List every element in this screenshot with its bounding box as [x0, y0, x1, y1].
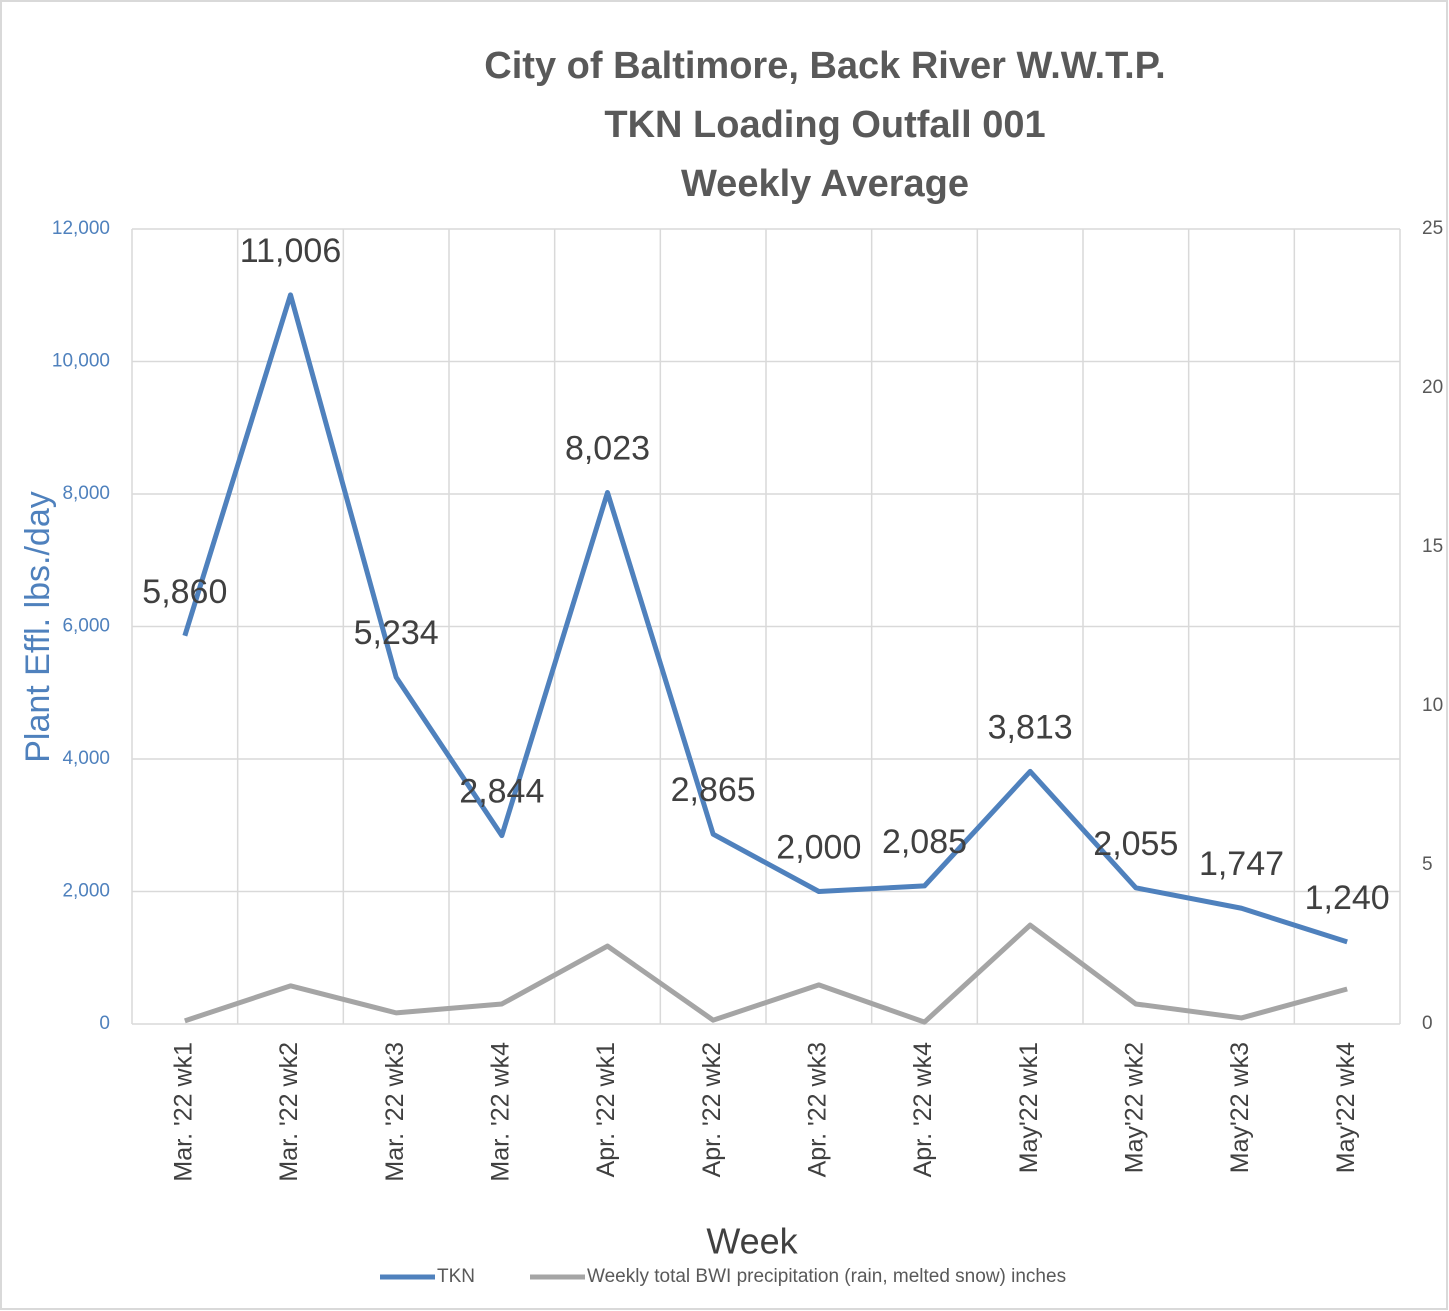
x-tick-label: Mar. '22 wk1 — [169, 1042, 197, 1182]
y-tick-label: 4,000 — [62, 748, 110, 769]
data-label: 5,234 — [354, 614, 439, 652]
y-tick-label: 6,000 — [62, 616, 110, 637]
data-label: 2,055 — [1093, 825, 1178, 863]
y-tick-label: 0 — [99, 1013, 110, 1034]
x-tick-label: Mar. '22 wk3 — [381, 1042, 409, 1182]
y-tick-label: 10,000 — [52, 351, 110, 372]
data-label: 2,844 — [459, 773, 544, 811]
data-label: 2,085 — [882, 823, 967, 861]
legend-label: Weekly total BWI precipitation (rain, me… — [587, 1266, 1066, 1287]
x-tick-label: May'22 wk4 — [1332, 1042, 1360, 1173]
y2-tick-label: 25 — [1422, 218, 1443, 239]
y2-tick-label: 10 — [1422, 695, 1443, 716]
x-axis-label: Week — [706, 1221, 798, 1262]
y-axis-label: Plant Effl. lbs./day — [19, 491, 57, 763]
data-label: 2,000 — [776, 828, 861, 866]
y2-tick-label: 0 — [1422, 1013, 1433, 1034]
data-label: 2,865 — [671, 771, 756, 809]
y-tick-label: 12,000 — [52, 218, 110, 239]
series-line — [184, 922, 1348, 1025]
x-tick-label: Mar. '22 wk2 — [275, 1042, 303, 1182]
x-tick-label: Apr. '22 wk4 — [909, 1042, 937, 1177]
y-tick-label: 8,000 — [62, 483, 110, 504]
x-tick-label: Apr. '22 wk2 — [698, 1042, 726, 1177]
y2-tick-label: 20 — [1422, 377, 1443, 398]
x-tick-label: Mar. '22 wk4 — [486, 1042, 514, 1182]
data-label: 8,023 — [565, 429, 650, 467]
x-tick-label: May'22 wk2 — [1120, 1042, 1148, 1173]
series-line — [182, 292, 1348, 945]
x-tick-label: May'22 wk3 — [1226, 1042, 1254, 1173]
x-tick-label: Apr. '22 wk1 — [592, 1042, 620, 1177]
y2-tick-label: 5 — [1422, 854, 1433, 875]
chart-title: Weekly Average — [681, 163, 969, 205]
data-label: 1,240 — [1305, 879, 1390, 917]
x-tick-label: Apr. '22 wk3 — [803, 1042, 831, 1177]
legend-label: TKN — [437, 1266, 475, 1287]
chart-title: TKN Loading Outfall 001 — [604, 104, 1045, 146]
chart-title: City of Baltimore, Back River W.W.T.P. — [484, 45, 1165, 87]
y2-tick-label: 15 — [1422, 536, 1443, 557]
data-label: 5,860 — [142, 573, 227, 611]
y-tick-label: 2,000 — [62, 881, 110, 902]
x-tick-label: May'22 wk1 — [1015, 1042, 1043, 1173]
data-label: 1,747 — [1199, 845, 1284, 883]
data-label: 11,006 — [240, 232, 341, 270]
data-label: 3,813 — [988, 708, 1073, 746]
